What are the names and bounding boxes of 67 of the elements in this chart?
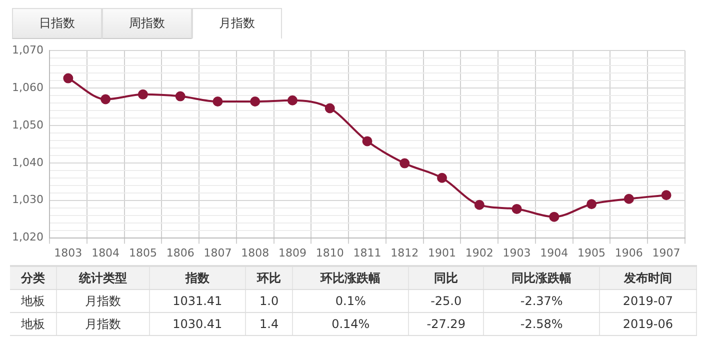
text: 2019-07 — [599, 290, 696, 312]
x-tick-label: 1907 — [652, 246, 680, 260]
category-label: 发布时间 — [599, 266, 696, 290]
y-tick-label: 1,030 — [12, 193, 44, 206]
point — [138, 89, 148, 100]
text: 2019-06 — [599, 312, 696, 336]
x-tick-label: 1806 — [166, 246, 194, 260]
text: 月指数 — [56, 290, 150, 312]
category-label: 统计类型 — [56, 266, 150, 290]
point — [661, 190, 672, 200]
point — [474, 200, 484, 210]
x-tick-label: 1905 — [578, 246, 606, 260]
text: 月指数 — [56, 312, 150, 336]
point — [63, 73, 74, 84]
category-label: 环比 — [245, 266, 293, 290]
y-tick-label: 1,060 — [12, 80, 44, 94]
text: 0.1% — [292, 290, 408, 312]
category-label: 指数 — [149, 266, 246, 290]
text: 0.14% — [292, 312, 408, 336]
point — [437, 172, 448, 183]
x-tick-label: 1901 — [428, 246, 456, 260]
x-tick-label: 1902 — [465, 246, 494, 260]
x-tick-label: 1811 — [353, 246, 382, 260]
category-label: 同比 — [408, 266, 484, 290]
text: 地板 — [10, 312, 56, 336]
x-tick-label: 1810 — [316, 246, 344, 260]
text: 1.4 — [245, 312, 293, 336]
text: 1.0 — [245, 290, 293, 312]
category-label: 环比涨跌幅 — [292, 266, 408, 290]
point — [100, 94, 111, 104]
text: -25.0 — [408, 290, 484, 312]
point — [287, 95, 298, 106]
text: 日指数 — [12, 8, 102, 39]
text: -2.58% — [484, 312, 600, 336]
text: 地板 — [10, 290, 56, 312]
x-tick-label: 1903 — [502, 246, 531, 260]
x-tick-label: 1807 — [204, 246, 232, 260]
y-tick-label: 1,020 — [12, 230, 44, 244]
point — [324, 103, 335, 114]
point — [212, 96, 223, 107]
category-label: 分类 — [10, 266, 56, 290]
point — [400, 158, 410, 168]
text: 月指数 — [192, 8, 282, 39]
x-tick-label: 1805 — [128, 246, 157, 260]
x-tick-label: 1804 — [92, 246, 120, 260]
point — [512, 204, 522, 214]
text: -2.37% — [484, 290, 600, 312]
x-tick-label: 1812 — [390, 246, 419, 260]
x-tick-label: 1809 — [278, 246, 306, 260]
x-tick-label: 1808 — [241, 246, 270, 260]
point — [362, 136, 372, 146]
text: 1030.41 — [149, 312, 246, 336]
point — [250, 96, 260, 107]
point — [175, 91, 186, 102]
point — [586, 199, 597, 210]
category-label: 同比涨跌幅 — [484, 266, 600, 290]
y-tick-label: 1,050 — [12, 118, 44, 132]
text: 1031.41 — [149, 290, 246, 312]
x-tick-label: 1906 — [614, 246, 643, 260]
y-tick-label: 1,040 — [12, 156, 44, 169]
point — [549, 212, 560, 222]
x-tick-label: 1904 — [540, 246, 568, 260]
y-tick-label: 1,070 — [12, 43, 44, 56]
text: -27.29 — [408, 312, 484, 336]
point — [624, 194, 634, 204]
x-tick-label: 1803 — [54, 246, 82, 260]
text: 周指数 — [102, 8, 192, 39]
